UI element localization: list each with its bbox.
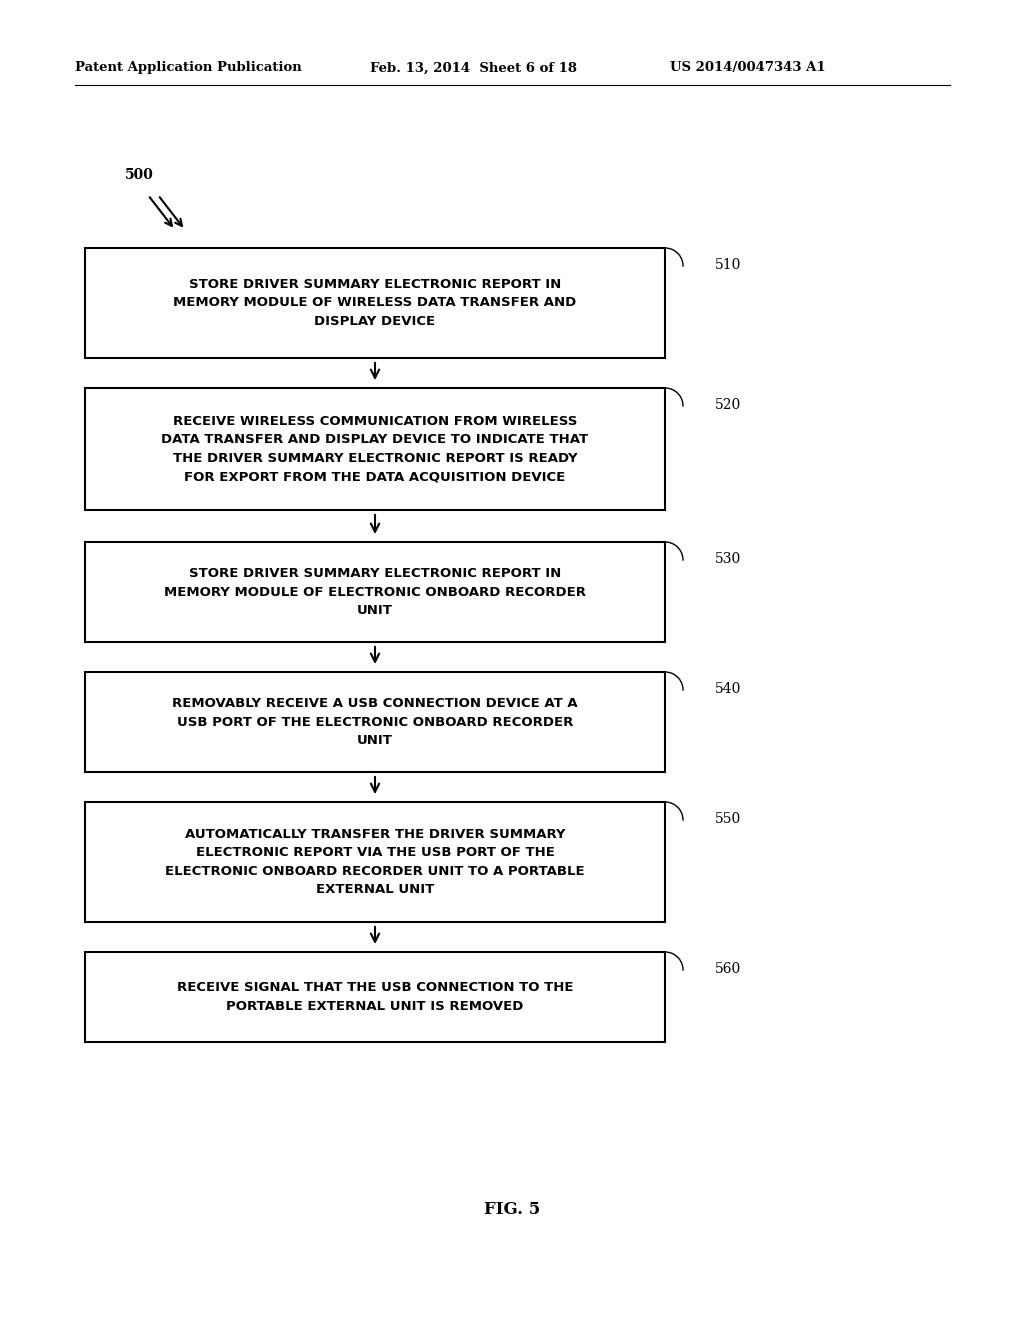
Text: 500: 500 — [125, 168, 154, 182]
Text: 540: 540 — [715, 682, 741, 696]
Bar — [85, 248, 665, 358]
Text: Patent Application Publication: Patent Application Publication — [75, 62, 302, 74]
Text: 550: 550 — [715, 812, 741, 826]
Text: AUTOMATICALLY TRANSFER THE DRIVER SUMMARY
ELECTRONIC REPORT VIA THE USB PORT OF : AUTOMATICALLY TRANSFER THE DRIVER SUMMAR… — [165, 828, 585, 896]
Text: US 2014/0047343 A1: US 2014/0047343 A1 — [670, 62, 825, 74]
Text: FIG. 5: FIG. 5 — [484, 1201, 540, 1218]
Bar — [85, 952, 665, 1041]
Text: 510: 510 — [715, 257, 741, 272]
Text: RECEIVE SIGNAL THAT THE USB CONNECTION TO THE
PORTABLE EXTERNAL UNIT IS REMOVED: RECEIVE SIGNAL THAT THE USB CONNECTION T… — [177, 981, 573, 1012]
Text: STORE DRIVER SUMMARY ELECTRONIC REPORT IN
MEMORY MODULE OF WIRELESS DATA TRANSFE: STORE DRIVER SUMMARY ELECTRONIC REPORT I… — [173, 279, 577, 327]
Text: RECEIVE WIRELESS COMMUNICATION FROM WIRELESS
DATA TRANSFER AND DISPLAY DEVICE TO: RECEIVE WIRELESS COMMUNICATION FROM WIRE… — [162, 414, 589, 483]
Text: Feb. 13, 2014  Sheet 6 of 18: Feb. 13, 2014 Sheet 6 of 18 — [370, 62, 577, 74]
Bar — [85, 543, 665, 642]
Text: 530: 530 — [715, 552, 741, 566]
Text: REMOVABLY RECEIVE A USB CONNECTION DEVICE AT A
USB PORT OF THE ELECTRONIC ONBOAR: REMOVABLY RECEIVE A USB CONNECTION DEVIC… — [172, 697, 578, 747]
Bar — [85, 672, 665, 772]
Bar — [85, 803, 665, 921]
Text: 560: 560 — [715, 962, 741, 975]
Text: 520: 520 — [715, 399, 741, 412]
Text: STORE DRIVER SUMMARY ELECTRONIC REPORT IN
MEMORY MODULE OF ELECTRONIC ONBOARD RE: STORE DRIVER SUMMARY ELECTRONIC REPORT I… — [164, 568, 586, 616]
Bar — [85, 388, 665, 510]
